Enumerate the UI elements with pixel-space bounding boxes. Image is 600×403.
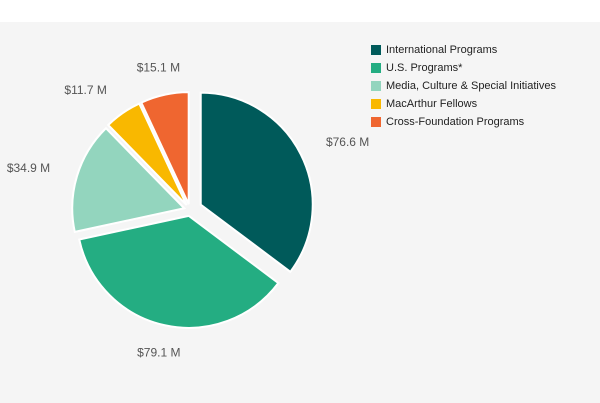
- legend-item[interactable]: International Programs: [371, 41, 556, 59]
- slice-labels: $76.6 M $79.1 M $34.9 M $11.7 M $15.1 M: [7, 60, 369, 359]
- pie-slice-cross-foundation-programs[interactable]: [140, 91, 190, 205]
- legend-label: International Programs: [386, 44, 498, 56]
- legend-swatch: [371, 117, 381, 127]
- pie-slice-media-culture-special-initiatives[interactable]: [71, 126, 187, 234]
- legend-label: Cross-Foundation Programs: [386, 116, 525, 128]
- legend-swatch: [371, 99, 381, 109]
- pie-slice-macarthur-fellows[interactable]: [106, 102, 188, 206]
- pie-slice-u-s-programs[interactable]: [78, 214, 280, 329]
- slice-value-label: $34.9 M: [7, 161, 50, 175]
- legend-item[interactable]: U.S. Programs*: [371, 59, 556, 77]
- slice-value-label: $76.6 M: [326, 135, 369, 149]
- legend-swatch: [371, 45, 381, 55]
- slice-value-label: $79.1 M: [137, 346, 180, 360]
- legend-item[interactable]: Media, Culture & Special Initiatives: [371, 77, 556, 95]
- chart-legend: International Programs U.S. Programs* Medi…: [371, 41, 556, 131]
- legend-swatch: [371, 63, 381, 73]
- legend-label: Media, Culture & Special Initiatives: [386, 80, 556, 92]
- pie-slice-international-programs[interactable]: [199, 91, 314, 274]
- legend-swatch: [371, 81, 381, 91]
- legend-item[interactable]: MacArthur Fellows: [371, 95, 556, 113]
- legend-label: U.S. Programs*: [386, 62, 463, 74]
- pie-slices: [71, 91, 314, 329]
- slice-value-label: $15.1 M: [137, 60, 180, 74]
- legend-item[interactable]: Cross-Foundation Programs: [371, 113, 556, 131]
- legend-label: MacArthur Fellows: [386, 98, 478, 110]
- slice-value-label: $11.7 M: [64, 83, 106, 97]
